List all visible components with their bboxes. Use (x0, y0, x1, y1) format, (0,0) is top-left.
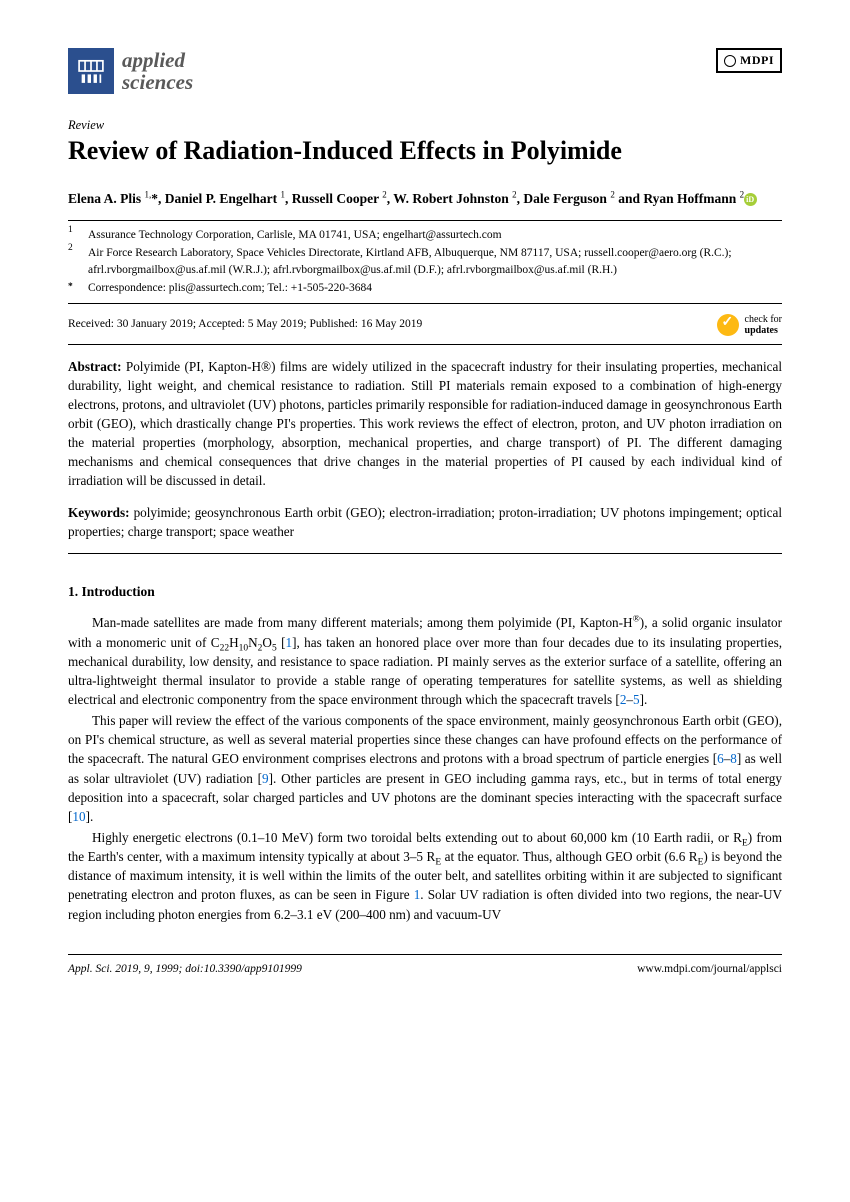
ref-link[interactable]: 10 (72, 809, 85, 824)
journal-icon (68, 48, 114, 94)
dates-row: Received: 30 January 2019; Accepted: 5 M… (68, 303, 782, 344)
article-type: Review (68, 116, 782, 134)
journal-name-line2: sciences (122, 71, 193, 93)
footer-citation: Appl. Sci. 2019, 9, 1999; doi:10.3390/ap… (68, 961, 302, 978)
affiliation-1: Assurance Technology Corporation, Carlis… (88, 227, 782, 244)
affiliation-2: Air Force Research Laboratory, Space Veh… (88, 245, 782, 280)
correspondence: Correspondence: plis@assurtech.com; Tel.… (88, 280, 782, 297)
figure-link[interactable]: 1 (414, 887, 421, 902)
ref-link[interactable]: 1 (286, 635, 293, 650)
author-list: Elena A. Plis 1,*, Daniel P. Engelhart 1… (68, 188, 782, 210)
affiliation-block: 1 Assurance Technology Corporation, Carl… (68, 220, 782, 303)
abstract-block: Abstract: Polyimide (PI, Kapton-H®) film… (68, 344, 782, 554)
check-updates-icon (717, 314, 739, 336)
intro-para-2: This paper will review the effect of the… (68, 711, 782, 826)
ref-link[interactable]: 9 (262, 771, 269, 786)
publication-dates: Received: 30 January 2019; Accepted: 5 M… (68, 316, 422, 333)
publisher-logo: MDPI (716, 48, 782, 73)
journal-logo: applied sciences (68, 48, 193, 94)
intro-para-1: Man-made satellites are made from many d… (68, 613, 782, 709)
ref-link[interactable]: 5 (633, 692, 640, 707)
section-heading-intro: 1. Introduction (68, 582, 782, 602)
intro-para-3: Highly energetic electrons (0.1–10 MeV) … (68, 828, 782, 924)
footer-url[interactable]: www.mdpi.com/journal/applsci (637, 961, 782, 978)
page-footer: Appl. Sci. 2019, 9, 1999; doi:10.3390/ap… (68, 954, 782, 978)
orcid-icon[interactable] (744, 193, 757, 206)
journal-name-line1: applied (122, 49, 193, 71)
keywords-text: polyimide; geosynchronous Earth orbit (G… (68, 505, 782, 539)
page-header: applied sciences MDPI (68, 48, 782, 94)
ref-link[interactable]: 6 (717, 751, 724, 766)
check-updates-badge[interactable]: check for updates (717, 314, 782, 336)
ref-link[interactable]: 8 (730, 751, 737, 766)
abstract-text: Polyimide (PI, Kapton-H®) films are wide… (68, 359, 782, 489)
ref-link[interactable]: 2 (620, 692, 627, 707)
article-title: Review of Radiation-Induced Effects in P… (68, 136, 782, 166)
